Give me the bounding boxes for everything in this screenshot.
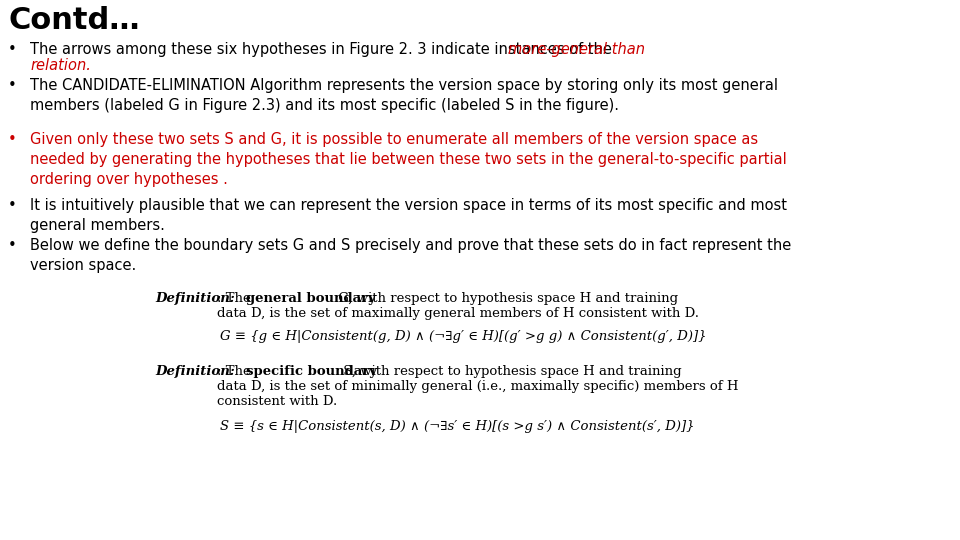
Text: •: • (8, 198, 16, 213)
Text: Definition:: Definition: (155, 365, 235, 378)
Text: Given only these two sets S and G, it is possible to enumerate all members of th: Given only these two sets S and G, it is… (30, 132, 787, 187)
Text: Contd…: Contd… (8, 6, 139, 35)
Text: Below we define the boundary sets G and S precisely and prove that these sets do: Below we define the boundary sets G and … (30, 238, 791, 273)
Text: more-general than: more-general than (508, 42, 645, 57)
Text: •: • (8, 42, 16, 57)
Text: consistent with D.: consistent with D. (217, 395, 337, 408)
Text: •: • (8, 132, 16, 147)
Text: : The: : The (217, 365, 255, 378)
Text: general boundary: general boundary (246, 292, 375, 305)
Text: data D, is the set of minimally general (i.e., maximally specific) members of H: data D, is the set of minimally general … (217, 380, 738, 393)
Text: : The: : The (217, 292, 255, 305)
Text: The CANDIDATE-ELIMINATION Algorithm represents the version space by storing only: The CANDIDATE-ELIMINATION Algorithm repr… (30, 78, 778, 113)
Text: It is intuitively plausible that we can represent the version space in terms of : It is intuitively plausible that we can … (30, 198, 787, 233)
Text: relation.: relation. (30, 58, 91, 73)
Text: The arrows among these six hypotheses in Figure 2. 3 indicate instances of the: The arrows among these six hypotheses in… (30, 42, 616, 57)
Text: Definition:: Definition: (155, 292, 235, 305)
Text: specific boundary: specific boundary (246, 365, 376, 378)
Text: •: • (8, 78, 16, 93)
Text: •: • (8, 238, 16, 253)
Text: G, with respect to hypothesis space H and training: G, with respect to hypothesis space H an… (334, 292, 678, 305)
Text: S, with respect to hypothesis space H and training: S, with respect to hypothesis space H an… (339, 365, 682, 378)
Text: data D, is the set of maximally general members of H consistent with D.: data D, is the set of maximally general … (217, 307, 699, 320)
Text: G ≡ {g ∈ H|Consistent(g, D) ∧ (¬∃g′ ∈ H)[(g′ >g g) ∧ Consistent(g′, D)]}: G ≡ {g ∈ H|Consistent(g, D) ∧ (¬∃g′ ∈ H)… (220, 330, 707, 343)
Text: S ≡ {s ∈ H|Consistent(s, D) ∧ (¬∃s′ ∈ H)[(s >g s′) ∧ Consistent(s′, D)]}: S ≡ {s ∈ H|Consistent(s, D) ∧ (¬∃s′ ∈ H)… (220, 420, 694, 433)
